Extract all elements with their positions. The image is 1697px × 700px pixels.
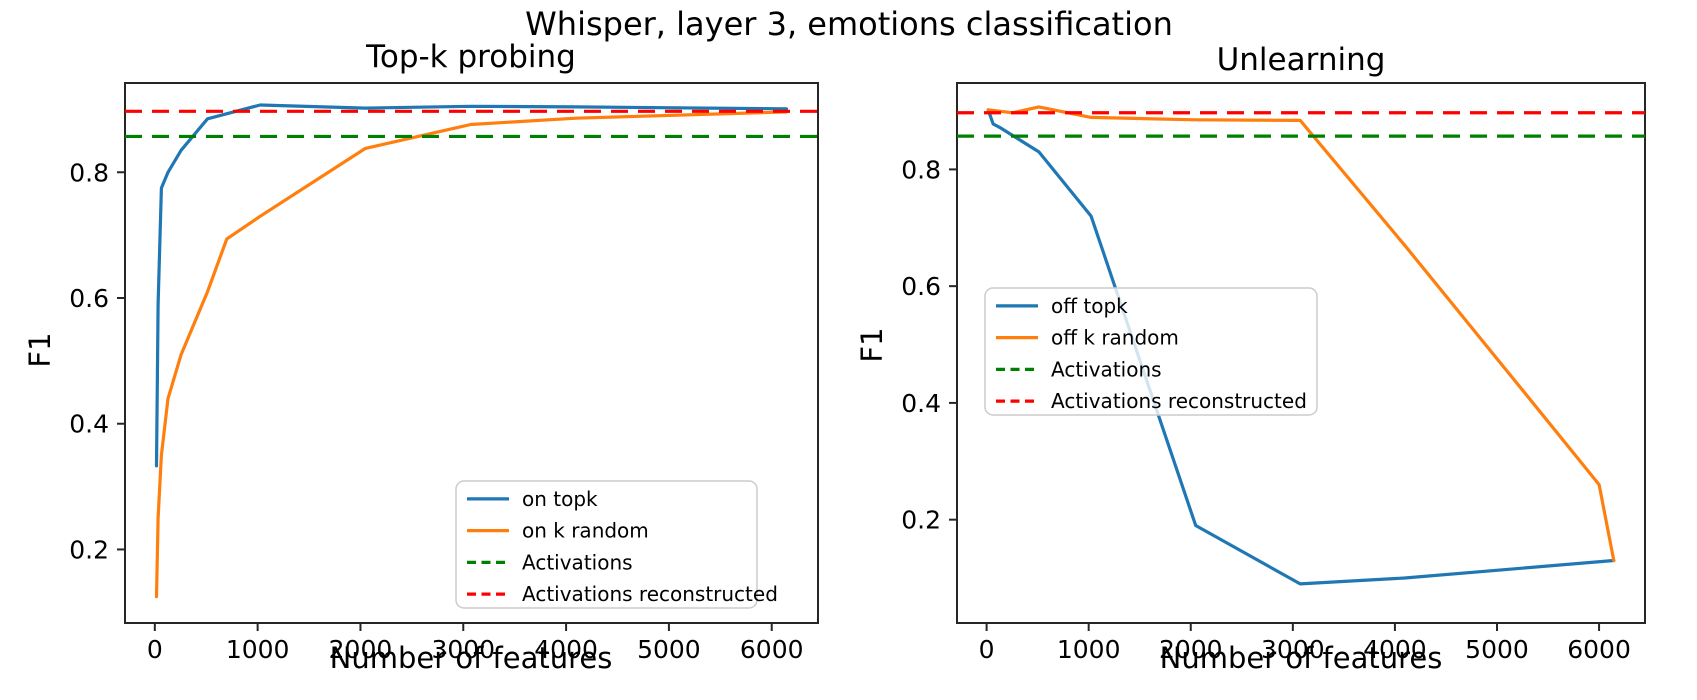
topk-probing-plot-frame bbox=[124, 82, 819, 624]
right-plot-xlabel: Number of features bbox=[1159, 641, 1443, 675]
left-plot-xlabel: Number of features bbox=[329, 641, 613, 675]
right-plot-ylabel: F1 bbox=[855, 327, 889, 363]
unlearning-y-tick-label: 0.2 bbox=[901, 506, 941, 535]
unlearning-x-tick-label: 4000 bbox=[1363, 635, 1427, 664]
topk-probing-y-tick-label: 0.2 bbox=[69, 535, 109, 564]
topk-probing-legend-label: Activations bbox=[522, 550, 633, 574]
topk-probing-x-tick-label: 1000 bbox=[226, 635, 290, 664]
unlearning-legend-label: off k random bbox=[1051, 326, 1179, 350]
unlearning-x-tick-label: 0 bbox=[979, 635, 995, 664]
topk-probing-y-tick-label: 0.4 bbox=[69, 410, 109, 439]
left-plot-title: Top-k probing bbox=[366, 39, 576, 75]
unlearning-axes: 0 1000 2000 3000 4000 5000 6000 0.2 0.4 0.6 0.8 bbox=[901, 82, 1646, 664]
topk-probing-x-tick-label: 3000 bbox=[431, 635, 495, 664]
topk-probing-line-on-topk bbox=[154, 103, 789, 468]
topk-probing-y-tick-label: 0.6 bbox=[69, 284, 109, 313]
unlearning-x-tick-label: 6000 bbox=[1567, 635, 1631, 664]
unlearning-legend-label: Activations bbox=[1051, 357, 1162, 381]
unlearning-legend-label: Activations reconstructed bbox=[1051, 389, 1307, 413]
unlearning-line-off-k-random bbox=[986, 105, 1616, 563]
topk-probing-legend-box bbox=[455, 480, 758, 609]
unlearning-x-tick-label: 1000 bbox=[1057, 635, 1121, 664]
unlearning-y-tick-label: 0.6 bbox=[901, 272, 941, 301]
topk-probing-legend-label: on topk bbox=[522, 487, 598, 511]
unlearning-y-tick-label: 0.8 bbox=[901, 155, 941, 184]
topk-probing-axes: 0 1000 2000 3000 4000 5000 6000 0.2 0.4 0.6 0.8 bbox=[69, 82, 819, 664]
topk-probing-y-tick-label: 0.8 bbox=[69, 158, 109, 187]
left-plot-ylabel: F1 bbox=[23, 332, 57, 368]
figure-title: Whisper, layer 3, emotions classificatio… bbox=[525, 5, 1173, 43]
unlearning-legend-label: off topk bbox=[1051, 294, 1128, 318]
unlearning-x-tick-label: 2000 bbox=[1159, 635, 1223, 664]
unlearning-x-tick-label: 3000 bbox=[1261, 635, 1325, 664]
right-plot-title: Unlearning bbox=[1216, 42, 1386, 78]
unlearning-line-off-topk bbox=[986, 108, 1616, 586]
unlearning-y-tick-label: 0.4 bbox=[901, 389, 941, 418]
unlearning-legend: off topk off k random Activations Activatio… bbox=[984, 287, 1318, 416]
unlearning-plot-frame bbox=[956, 82, 1646, 624]
topk-probing-x-tick-label: 2000 bbox=[329, 635, 393, 664]
topk-probing-x-tick-label: 5000 bbox=[637, 635, 701, 664]
topk-probing-line-on-k-random bbox=[154, 110, 789, 599]
unlearning-legend-box bbox=[984, 287, 1318, 416]
topk-probing-x-tick-label: 4000 bbox=[534, 635, 598, 664]
topk-probing-legend-label: on k random bbox=[522, 519, 649, 543]
topk-probing-x-tick-label: 6000 bbox=[740, 635, 804, 664]
unlearning-x-tick-label: 5000 bbox=[1465, 635, 1529, 664]
topk-probing-legend: on topk on k random Activations Activations… bbox=[455, 480, 778, 609]
topk-probing-x-tick-label: 0 bbox=[147, 635, 163, 664]
topk-probing-legend-label: Activations reconstructed bbox=[522, 582, 778, 606]
